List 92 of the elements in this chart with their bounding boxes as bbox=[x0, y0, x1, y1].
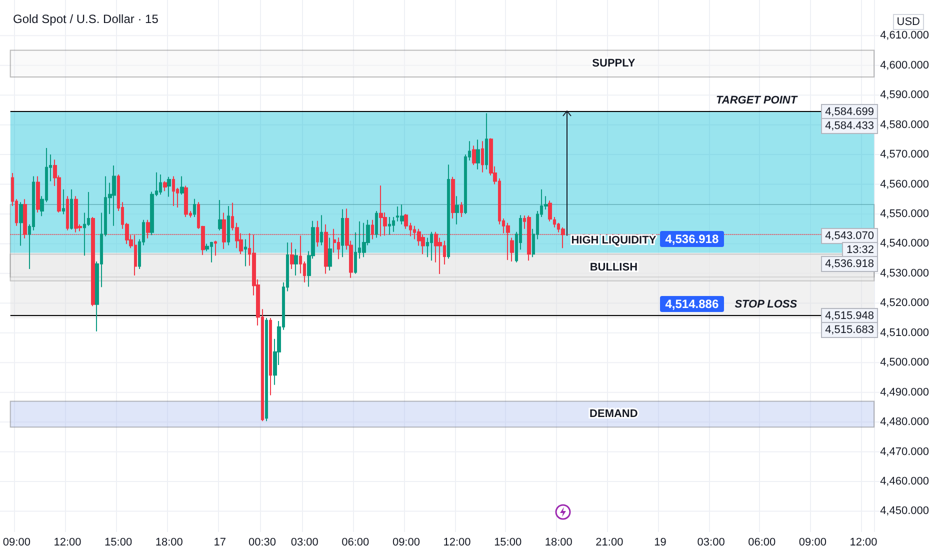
band-label: BULLISH bbox=[590, 261, 638, 274]
y-tick-label: 4,450.000 bbox=[880, 505, 929, 518]
x-tick-label: 17 bbox=[214, 536, 226, 548]
candlestick bbox=[485, 112, 488, 170]
candlestick bbox=[167, 176, 171, 198]
candlestick bbox=[548, 200, 552, 222]
x-tick-label: 09:00 bbox=[2, 536, 30, 548]
annotation: 4,584.699 bbox=[821, 104, 878, 120]
x-tick-label: 18:00 bbox=[155, 536, 183, 548]
candlestick bbox=[328, 237, 332, 271]
x-tick-label: 09:00 bbox=[798, 536, 826, 548]
y-tick-label: 4,470.000 bbox=[880, 446, 929, 458]
candlestick bbox=[392, 216, 395, 232]
candlestick bbox=[70, 188, 73, 230]
y-tick-label: 4,540.000 bbox=[880, 238, 929, 250]
y-tick-label: 4,560.000 bbox=[880, 178, 929, 190]
candlestick bbox=[218, 200, 222, 231]
band-label: DEMAND bbox=[590, 408, 638, 420]
candlestick bbox=[320, 214, 323, 246]
candlestick bbox=[159, 174, 162, 196]
y-tick-label: 4,570.000 bbox=[880, 148, 929, 161]
candlestick bbox=[460, 202, 463, 218]
text: USD bbox=[892, 14, 924, 30]
candlestick bbox=[193, 198, 196, 218]
y-tick-label: 4,510.000 bbox=[880, 326, 929, 339]
x-tick-label: 15:00 bbox=[104, 536, 132, 548]
y-tick-label: 4,550.000 bbox=[880, 208, 929, 220]
annotation: 4,584.433 bbox=[821, 118, 878, 134]
y-tick-label: 4,580.000 bbox=[880, 118, 929, 131]
candlestick bbox=[244, 238, 247, 267]
y-tick-label: 4,480.000 bbox=[880, 416, 929, 428]
candlestick bbox=[269, 318, 272, 396]
x-tick-label: 12:00 bbox=[443, 536, 471, 548]
x-tick-label: 06:00 bbox=[342, 536, 370, 548]
band-label: HIGH LIQUIDITY bbox=[571, 234, 657, 247]
annotation: 13:32 bbox=[842, 242, 878, 258]
candlestick bbox=[375, 210, 378, 238]
x-tick-label: 00:30 bbox=[248, 536, 276, 548]
x-tick-label: 19 bbox=[654, 536, 666, 548]
candlestick bbox=[180, 176, 184, 196]
ref-line-label: STOP LOSS bbox=[734, 298, 798, 311]
candlestick bbox=[388, 216, 391, 236]
x-tick-label: 12:00 bbox=[850, 536, 878, 548]
candlestick bbox=[227, 205, 230, 246]
annotation: 4,536.918 bbox=[821, 256, 878, 272]
candlestick bbox=[265, 318, 268, 422]
x-tick-label: 09:00 bbox=[392, 536, 420, 548]
candlestick bbox=[341, 208, 344, 258]
text: Gold Spot / U.S. Dollar · 15 bbox=[13, 12, 159, 26]
candlestick bbox=[476, 139, 480, 170]
candlestick bbox=[172, 176, 175, 206]
x-tick-label: 03:00 bbox=[290, 536, 318, 548]
candlestick bbox=[451, 176, 455, 219]
y-tick-label: 4,600.000 bbox=[880, 59, 929, 72]
y-tick-label: 4,520.000 bbox=[880, 297, 929, 310]
candlestick bbox=[472, 145, 476, 166]
annotation: 4,515.948 bbox=[821, 308, 878, 324]
candlestick bbox=[163, 180, 167, 192]
y-tick-label: 4,530.000 bbox=[880, 267, 929, 280]
candlestick bbox=[66, 196, 69, 231]
candlestick bbox=[19, 202, 23, 246]
candlestick bbox=[447, 164, 450, 260]
candlestick bbox=[62, 188, 65, 215]
candlestick bbox=[430, 231, 433, 262]
candlestick bbox=[400, 204, 404, 225]
candlestick bbox=[36, 176, 40, 214]
candlestick bbox=[214, 240, 217, 256]
candlestick bbox=[455, 196, 459, 225]
candlestick bbox=[362, 222, 366, 258]
annotation: 4,543.070 bbox=[821, 228, 878, 244]
candlestick bbox=[290, 242, 294, 270]
x-tick-label: 15:00 bbox=[494, 536, 522, 548]
y-tick-label: 4,460.000 bbox=[880, 475, 929, 488]
x-tick-label: 18:00 bbox=[544, 536, 572, 548]
x-tick-label: 03:00 bbox=[697, 536, 725, 548]
candlestick bbox=[510, 237, 514, 262]
annotation: 4,536.918 bbox=[660, 230, 724, 247]
y-tick-label: 4,490.000 bbox=[880, 386, 929, 398]
ref-line-label: TARGET POINT bbox=[716, 94, 798, 106]
y-tick-label: 4,610.000 bbox=[880, 30, 929, 42]
candlestick bbox=[481, 140, 484, 173]
annotation: 4,514.886 bbox=[660, 296, 724, 312]
y-tick-label: 4,500.000 bbox=[880, 356, 929, 369]
candlestick bbox=[294, 248, 298, 276]
band-label: SUPPLY bbox=[592, 58, 636, 70]
candlestick bbox=[112, 165, 116, 226]
x-tick-label: 06:00 bbox=[748, 536, 776, 548]
y-tick-label: 4,590.000 bbox=[880, 89, 929, 102]
candlestick bbox=[184, 185, 188, 218]
x-tick-label: 21:00 bbox=[596, 536, 624, 548]
x-tick-label: 12:00 bbox=[54, 536, 82, 548]
annotation: 4,515.683 bbox=[821, 322, 878, 338]
